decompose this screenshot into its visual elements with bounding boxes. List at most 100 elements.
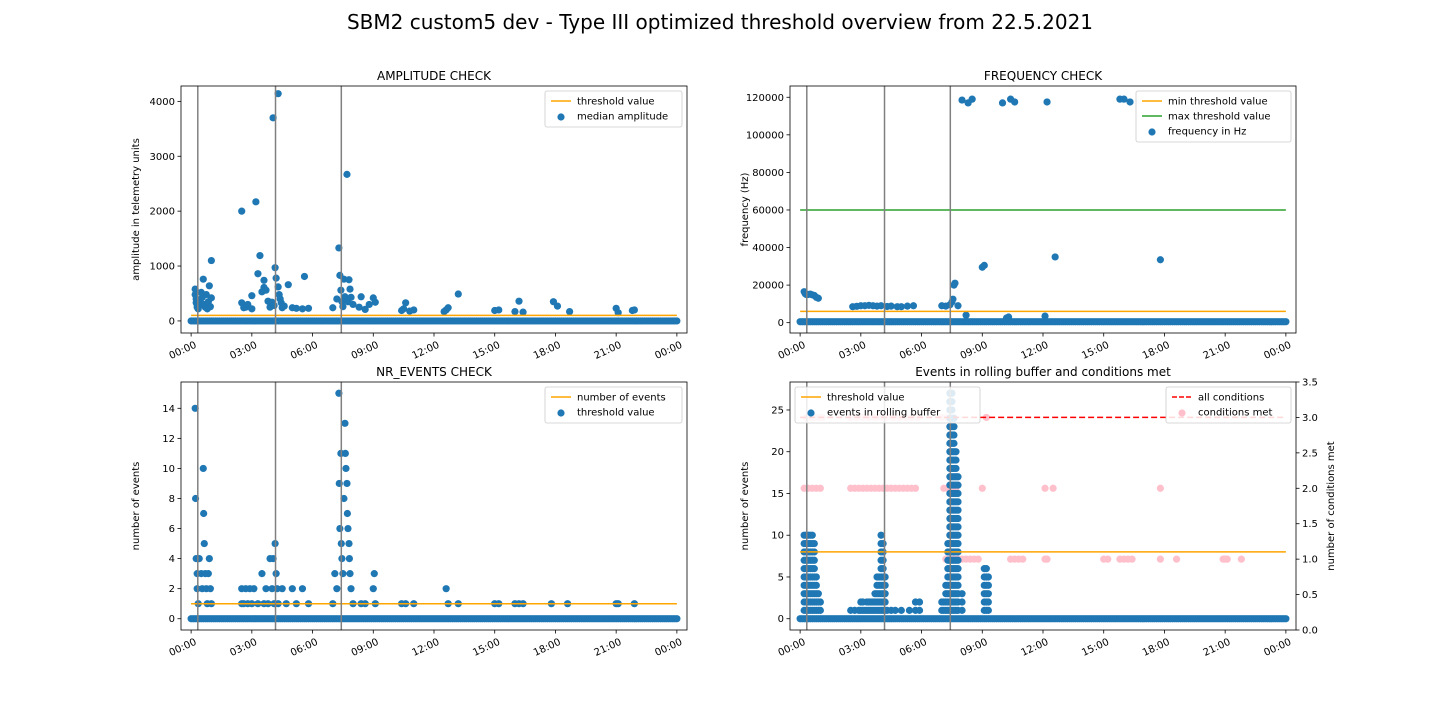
data-point: [998, 99, 1007, 107]
data-point: [254, 270, 262, 278]
data-point: [962, 311, 970, 319]
data-point: [495, 306, 503, 314]
data-point: [344, 524, 352, 533]
conditions-met-point: [911, 484, 920, 492]
data-point: [262, 286, 270, 294]
events-point: [954, 565, 962, 573]
data-point: [887, 302, 895, 310]
y-tick-label: 20000: [752, 281, 784, 292]
y-tick-label: 5: [778, 572, 784, 583]
data-point: [340, 494, 348, 503]
y-tick-label: 0: [169, 614, 175, 625]
events-point: [877, 531, 885, 539]
x-tick-label: 18:00: [532, 340, 563, 362]
data-point: [1011, 98, 1019, 106]
x-tick-label: 21:00: [593, 637, 624, 659]
y-axis-label: amplitude in telemetry units: [131, 138, 142, 281]
data-point: [349, 300, 357, 309]
data-point: [206, 585, 214, 593]
data-point: [357, 293, 365, 301]
conditions-met-point: [1041, 484, 1049, 492]
events-point: [879, 556, 887, 564]
conditions-met-point: [974, 555, 982, 563]
legend-label: threshold value: [577, 408, 655, 419]
amplitude-check-chart: 0 1000 2000 3000 4000 00:00 03:00 06:00 09:00 12:…: [131, 69, 688, 362]
data-point: [238, 207, 246, 215]
y-tick-label: 0: [778, 614, 784, 625]
data-point: [300, 272, 309, 281]
data-point: [630, 306, 638, 314]
data-point: [304, 304, 313, 312]
conditions-met-point: [1172, 555, 1181, 563]
data-point: [361, 305, 369, 313]
data-point: [346, 570, 354, 578]
data-point: [444, 304, 452, 312]
legend-label: all conditions: [1198, 393, 1264, 404]
events-point: [812, 581, 820, 589]
events-point: [915, 598, 924, 606]
data-point: [288, 585, 296, 593]
y-right-tick-label: 0.5: [1302, 590, 1318, 601]
data-point: [248, 292, 256, 300]
x-tick-label: 18:00: [532, 637, 563, 659]
data-point: [402, 299, 410, 307]
y-tick-label: 3000: [150, 152, 175, 163]
data-point: [511, 307, 519, 316]
x-tick-label: 21:00: [593, 340, 624, 362]
data-point: [454, 290, 462, 298]
conditions-met-point: [1049, 484, 1057, 492]
amplitude-plot-area: [187, 86, 681, 333]
y-tick-label: 20: [771, 447, 784, 458]
conditions-met-point: [1043, 555, 1051, 563]
data-point: [199, 275, 207, 283]
conditions-met-point: [978, 484, 986, 492]
events-point: [954, 531, 962, 539]
data-point: [814, 294, 822, 302]
legend: min threshold value max threshold value fr…: [1135, 90, 1292, 143]
y-tick-label: 2000: [150, 207, 175, 218]
data-point: [343, 509, 351, 518]
x-tick-label: 03:00: [228, 637, 259, 659]
x-tick-label: 06:00: [289, 637, 320, 659]
conditions-met-point: [1156, 555, 1164, 563]
y-tick-label: 25: [771, 405, 784, 416]
events-point: [808, 531, 816, 539]
data-point: [298, 305, 307, 313]
legend-label: number of events: [577, 393, 666, 404]
events-point: [879, 565, 887, 573]
events-point: [984, 598, 992, 606]
baseline-point: [1282, 318, 1290, 326]
y-tick-label: 14: [162, 404, 175, 415]
events-point: [984, 581, 992, 589]
x-tick-label: 12:00: [1019, 637, 1050, 659]
events-point: [958, 606, 966, 614]
events-point: [810, 556, 818, 564]
y-axis-label: frequency (Hz): [740, 172, 751, 246]
data-point: [191, 404, 199, 412]
data-point: [256, 252, 264, 260]
data-point: [336, 524, 344, 533]
data-point: [339, 570, 347, 578]
frequency-check-chart: 0 20000 40000 60000 80000 100000 120000 00:00 03…: [740, 69, 1297, 362]
x-tick-label: 18:00: [1141, 637, 1172, 659]
events-point: [814, 590, 822, 598]
x-tick-label: 06:00: [898, 340, 929, 362]
events-point: [810, 565, 818, 573]
x-tick-label: 06:00: [289, 340, 320, 362]
x-tick-label: 00:00: [1262, 637, 1293, 659]
x-tick-label: 06:00: [898, 637, 929, 659]
data-point: [199, 464, 207, 473]
data-point: [369, 585, 377, 593]
y-right-tick-label: 0.0: [1302, 626, 1318, 637]
nr-events-check-chart: 0 2 4 6 8 10 12 14 00:00 03:00 06:00 09:00 12:00 15:0…: [131, 365, 688, 659]
data-point: [200, 539, 208, 548]
y-tick-label: 100000: [746, 130, 784, 141]
data-point: [954, 302, 962, 310]
legend-label: frequency in Hz: [1168, 127, 1246, 138]
y-tick-label: 40000: [752, 243, 784, 254]
frequency-plot-area: [796, 86, 1290, 333]
legend: threshold value events in rolling buffer: [794, 386, 981, 424]
data-point: [951, 279, 959, 287]
x-tick-label: 12:00: [410, 637, 441, 659]
data-point: [341, 449, 349, 457]
